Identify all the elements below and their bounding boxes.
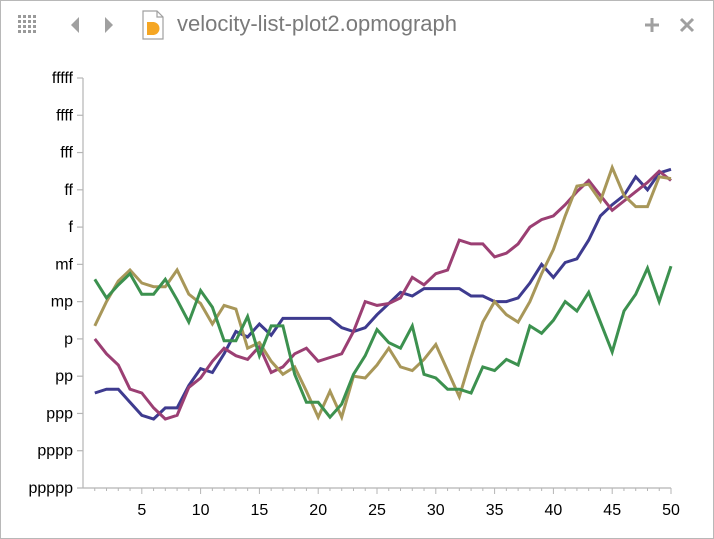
y-tick-label: f	[69, 219, 74, 236]
series-line-2	[93, 169, 672, 421]
x-tick-label: 15	[251, 502, 269, 519]
forward-arrow-icon[interactable]	[99, 13, 119, 37]
series-line-1	[94, 167, 672, 421]
x-tick-label: 10	[192, 502, 210, 519]
x-tick-label: 30	[427, 502, 445, 519]
y-tick-label: ppp	[46, 405, 73, 422]
series-line-3	[93, 163, 672, 422]
y-tick-label: mp	[51, 294, 73, 311]
x-tick-label: 5	[137, 502, 146, 519]
series-line-4	[93, 264, 673, 420]
x-tick-label: 50	[662, 502, 680, 519]
y-tick-label: pppp	[37, 443, 73, 460]
x-tick-label: 40	[545, 502, 563, 519]
y-tick-label: fff	[60, 145, 73, 162]
x-tick-label: 20	[309, 502, 327, 519]
grid-icon[interactable]	[15, 13, 41, 37]
x-tick-label: 45	[603, 502, 621, 519]
y-tick-label: mf	[55, 256, 73, 273]
x-tick-label: 25	[368, 502, 386, 519]
y-tick-label: ffff	[56, 107, 73, 124]
y-tick-label: fffff	[52, 70, 74, 87]
back-arrow-icon[interactable]	[65, 13, 85, 37]
title-bar: velocity-list-plot2.opmograph	[1, 1, 713, 49]
document-icon	[139, 10, 167, 40]
x-tick-label: 35	[486, 502, 504, 519]
close-icon[interactable]	[676, 13, 698, 37]
y-tick-label: ppppp	[29, 480, 74, 497]
y-tick-label: p	[64, 331, 73, 348]
window-title: velocity-list-plot2.opmograph	[177, 11, 458, 36]
y-tick-label: pp	[55, 368, 73, 385]
y-tick-label: ff	[64, 182, 73, 199]
add-icon[interactable]	[641, 13, 663, 37]
